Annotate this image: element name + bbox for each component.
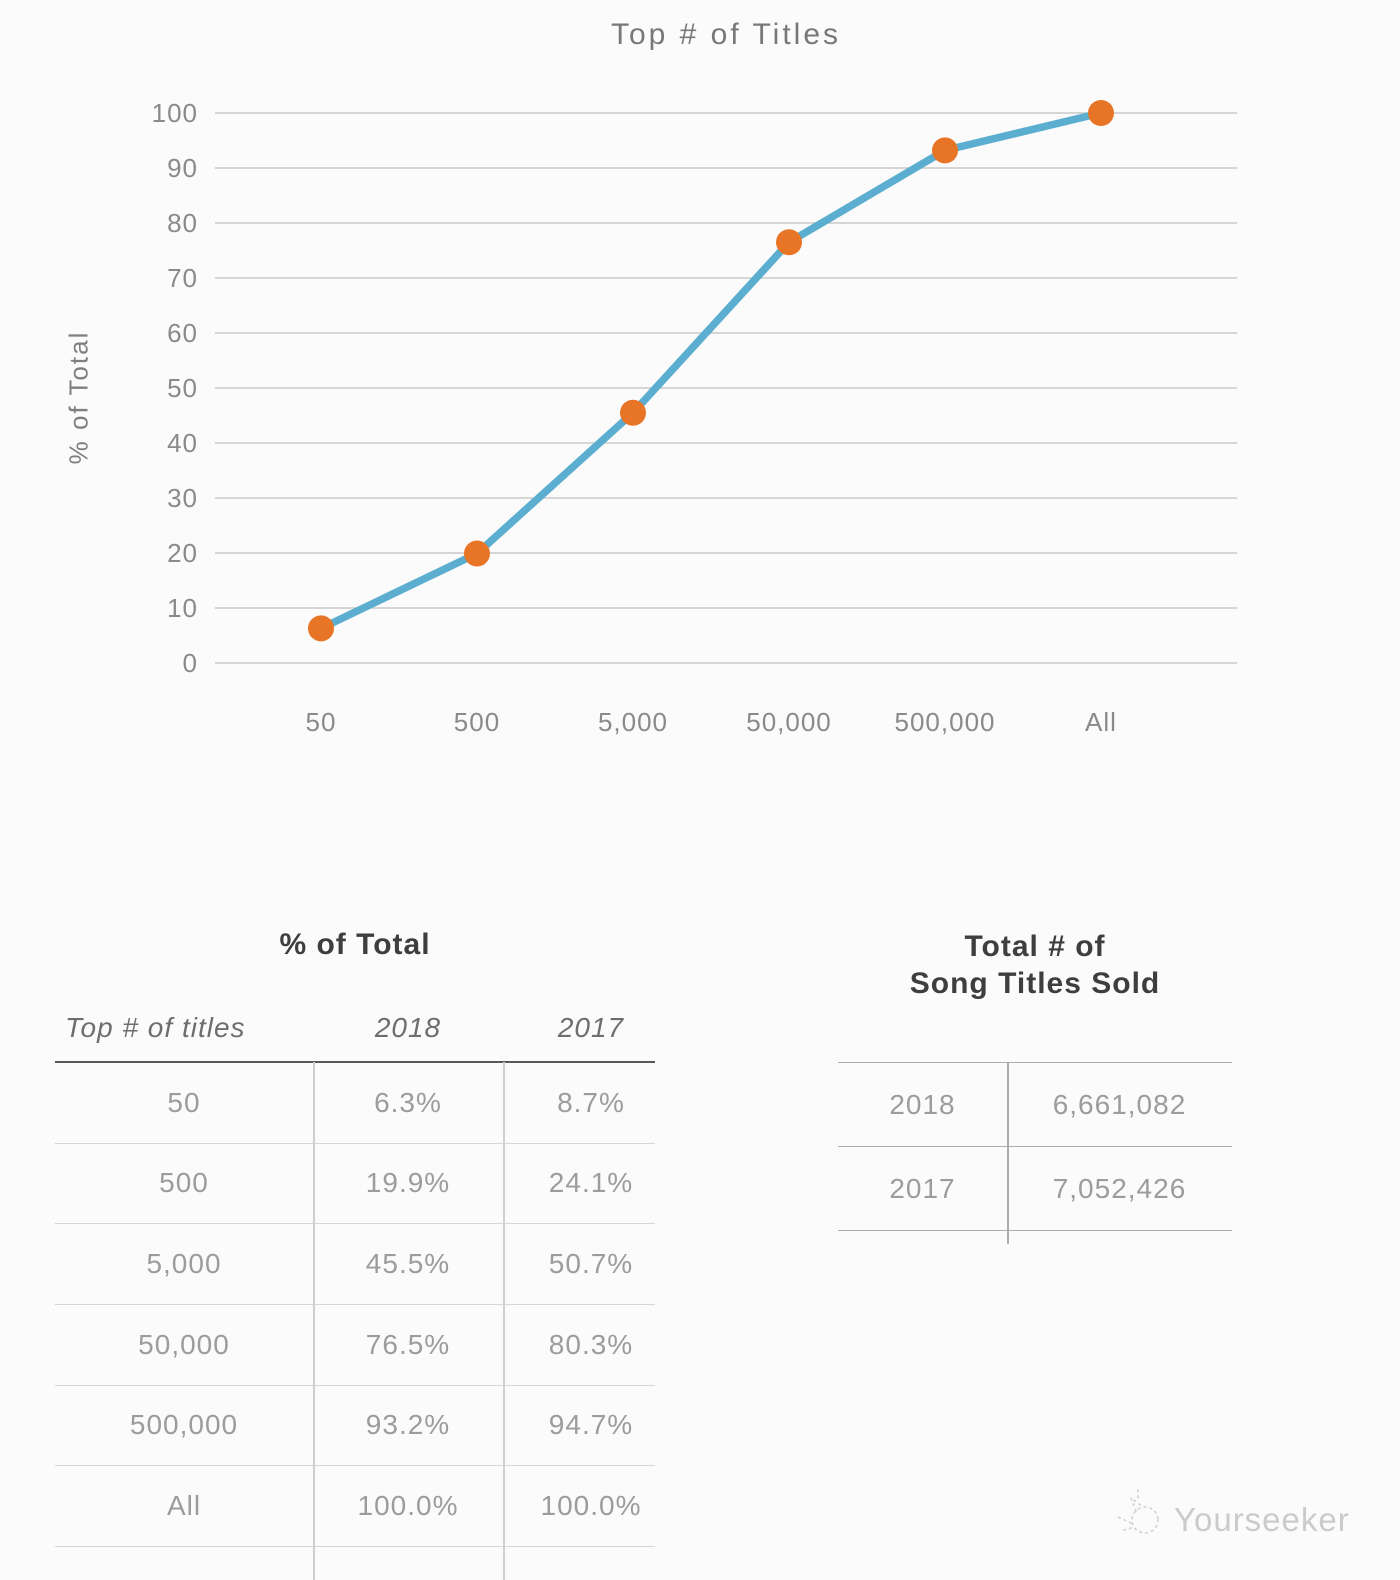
data-point-marker [308,615,334,642]
pct-cell-2018: 19.9% [365,1167,451,1199]
table-row: All 100.0% 100.0% [55,1466,655,1547]
table-row: 50 6.3% 8.7% [55,1063,655,1144]
pct-column-divider [313,1062,315,1580]
pct-cell-2017: 100.0% [540,1490,642,1522]
watermark-text: Yourseeker [1174,1501,1350,1538]
pct-col-header-2018: 2018 [374,1012,442,1043]
pct-cell-2018: 93.2% [365,1409,451,1441]
totals-cell-value: 7,052,426 [1052,1172,1187,1204]
y-tick-label: 80 [167,208,198,238]
y-tick-label: 50 [167,373,198,403]
table-row: 500,000 93.2% 94.7% [55,1386,655,1467]
pct-cell-label: All [166,1490,202,1522]
pct-cell-2018: 6.3% [374,1086,442,1118]
table-row: 500 19.9% 24.1% [55,1144,655,1225]
totals-cell-year: 2018 [889,1088,956,1120]
y-tick-label: 90 [167,153,198,183]
data-point-marker [620,399,646,426]
data-point-marker [1088,100,1114,126]
totals-cell-value: 6,661,082 [1052,1088,1187,1120]
pct-column-divider [503,1062,505,1580]
pct-table-header: Top # of titles 2018 2017 [55,1008,655,1048]
totals-title-line2: Song Titles Sold [909,967,1161,1000]
pct-col-header-2017: 2017 [557,1012,625,1043]
x-tick-label: 50,000 [746,707,832,737]
series-line-2018 [317,109,1105,633]
pct-cell-label: 5,000 [146,1248,222,1280]
data-point-marker [932,137,958,164]
y-tick-label: 30 [167,483,198,513]
pct-cell-2018: 45.5% [365,1248,451,1280]
totals-cell-year: 2017 [889,1172,956,1204]
y-tick-label: 40 [167,428,198,458]
y-tick-label: 0 [183,648,198,678]
x-tick-label: All [1085,707,1117,737]
y-tick-label: 10 [167,593,198,623]
totals-table: 2018 6,661,082 2017 7,052,426 [838,1062,1232,1231]
table-row: 5,000 45.5% 50.7% [55,1224,655,1305]
x-tick-label: 500,000 [895,707,996,737]
table-row: 2017 7,052,426 [838,1147,1232,1231]
pct-cell-2017: 50.7% [548,1248,634,1280]
pct-table: 50 6.3% 8.7% 500 19.9% 24.1% 5,000 45.5%… [55,1063,655,1547]
x-tick-label: 5,000 [598,707,668,737]
x-tick-label: 500 [454,707,500,737]
totals-column-divider [1007,1062,1009,1244]
pct-header-rule [55,1061,655,1063]
pct-cell-2017: 8.7% [557,1086,625,1118]
pct-cell-label: 500,000 [129,1409,239,1441]
totals-title-line1: Total # of [964,930,1106,963]
pct-cell-2017: 80.3% [548,1328,634,1360]
pct-cell-label: 50,000 [138,1328,230,1360]
pct-cell-2018: 100.0% [357,1490,459,1522]
pct-cell-label: 50 [167,1086,201,1118]
pct-cell-2017: 24.1% [548,1167,634,1199]
y-tick-label: 20 [167,538,198,568]
pct-col-header-titles: Top # of titles [65,1012,246,1043]
y-tick-label: 60 [167,318,198,348]
pct-cell-label: 500 [159,1167,209,1199]
pct-cell-2017: 94.7% [548,1409,634,1441]
pct-cell-2018: 76.5% [365,1328,451,1360]
watermark: Yourseeker [1114,1484,1350,1542]
line-chart: 0 10 20 30 40 50 60 70 80 90 100 50 500 5,000 50,000 50… [152,98,1237,737]
data-point-marker [776,229,802,256]
pct-table-title: % of Total [279,928,431,961]
chart-title: Top # of Titles [610,18,842,51]
yourseeker-logo-icon [1117,1489,1159,1534]
table-row: 2018 6,661,082 [838,1063,1232,1147]
data-point-marker [464,540,490,567]
x-tick-label: 50 [306,707,337,737]
y-tick-label: 100 [152,98,198,128]
table-row: 50,000 76.5% 80.3% [55,1305,655,1386]
totals-table-title: Total # of Song Titles Sold [838,928,1232,1002]
y-tick-label: 70 [167,263,198,293]
